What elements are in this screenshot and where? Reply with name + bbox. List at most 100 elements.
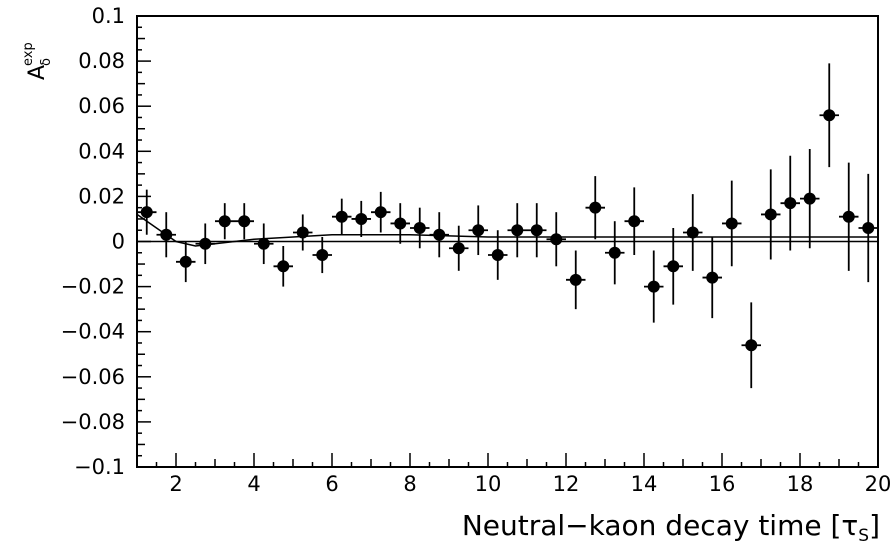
marker <box>530 224 543 237</box>
y-tick-label: −0.1 <box>74 455 125 479</box>
data-point <box>566 250 586 310</box>
data-point <box>137 189 157 235</box>
marker <box>569 273 582 286</box>
data-point <box>819 63 839 168</box>
data-point <box>195 223 215 265</box>
y-tick-label: 0.06 <box>78 94 125 118</box>
data-point <box>780 155 800 251</box>
marker <box>472 224 485 237</box>
svg-text:δ: δ <box>39 58 54 66</box>
data-point <box>293 214 313 251</box>
marker <box>199 237 212 250</box>
data-point <box>585 176 605 240</box>
data-point <box>234 203 254 240</box>
data-point <box>858 173 878 283</box>
data-point <box>332 198 352 235</box>
y-tick-label: −0.06 <box>61 365 125 389</box>
x-tick-label: 6 <box>325 472 338 496</box>
y-tick-label: −0.04 <box>61 320 125 344</box>
marker <box>257 237 270 250</box>
marker <box>296 226 309 239</box>
data-point <box>761 169 781 260</box>
marker <box>706 271 719 284</box>
data-point <box>429 212 449 258</box>
data-point <box>624 187 644 256</box>
y-axis: −0.1 −0.08 −0.06 −0.04 −0.02 0 0.02 0.04 0.06 0.0… <box>61 4 151 479</box>
data-points-layer <box>137 63 878 389</box>
marker <box>628 215 641 228</box>
marker <box>355 212 368 225</box>
data-point <box>351 200 371 237</box>
marker <box>179 255 192 268</box>
fit-curve <box>136 213 878 247</box>
data-point <box>527 203 547 258</box>
marker <box>764 208 777 221</box>
data-point <box>741 302 761 389</box>
marker <box>725 217 738 230</box>
marker <box>277 260 290 273</box>
x-axis: 2 4 6 8 10 12 14 16 18 20 <box>136 453 892 496</box>
x-tick-label: 18 <box>787 472 814 496</box>
y-tick-label: 0.08 <box>78 49 125 73</box>
data-point <box>312 236 332 274</box>
y-tick-label: −0.02 <box>61 275 125 299</box>
data-point <box>176 241 196 283</box>
marker <box>238 215 251 228</box>
marker <box>589 201 602 214</box>
data-point <box>273 246 293 287</box>
y-tick-label: 0.1 <box>92 4 125 28</box>
marker <box>413 221 426 234</box>
data-point <box>683 194 703 271</box>
x-tick-label: 2 <box>169 472 182 496</box>
data-point <box>839 162 859 271</box>
data-point <box>507 203 527 258</box>
data-point <box>371 191 391 233</box>
data-point <box>663 227 683 305</box>
data-point <box>156 212 176 258</box>
data-point <box>722 180 742 267</box>
data-point <box>449 225 469 271</box>
data-point <box>254 223 274 265</box>
data-point <box>488 230 508 280</box>
marker <box>433 228 446 241</box>
marker <box>667 260 680 273</box>
x-tick-label: 12 <box>553 472 580 496</box>
marker <box>394 217 407 230</box>
x-tick-label: 20 <box>865 472 892 496</box>
marker <box>803 192 816 205</box>
marker <box>316 249 329 262</box>
marker <box>160 228 173 241</box>
y-axis-label: A δ exp <box>21 42 54 80</box>
marker <box>140 206 153 219</box>
marker <box>511 224 524 237</box>
x-tick-label: 14 <box>631 472 658 496</box>
data-point <box>644 250 664 323</box>
data-point <box>410 207 430 249</box>
x-tick-label: 16 <box>709 472 736 496</box>
x-tick-label: 8 <box>403 472 416 496</box>
x-axis-label: Neutral−kaon decay time [τS] <box>462 509 880 546</box>
data-point <box>702 236 722 319</box>
marker <box>218 215 231 228</box>
data-point <box>546 212 566 267</box>
x-tick-label: 10 <box>475 472 502 496</box>
marker <box>335 210 348 223</box>
data-point <box>800 149 820 249</box>
marker <box>550 233 563 246</box>
marker <box>608 246 621 259</box>
data-point <box>468 205 488 256</box>
data-point <box>390 203 410 244</box>
marker <box>823 109 836 122</box>
marker <box>686 226 699 239</box>
marker <box>374 206 387 219</box>
y-tick-label: 0 <box>112 230 125 254</box>
data-point <box>605 221 625 285</box>
marker <box>862 221 875 234</box>
marker <box>647 280 660 293</box>
y-tick-label: 0.04 <box>78 139 125 163</box>
svg-text:A: A <box>25 65 50 80</box>
marker <box>784 197 797 210</box>
svg-text:exp: exp <box>21 42 36 66</box>
x-tick-label: 4 <box>247 472 260 496</box>
